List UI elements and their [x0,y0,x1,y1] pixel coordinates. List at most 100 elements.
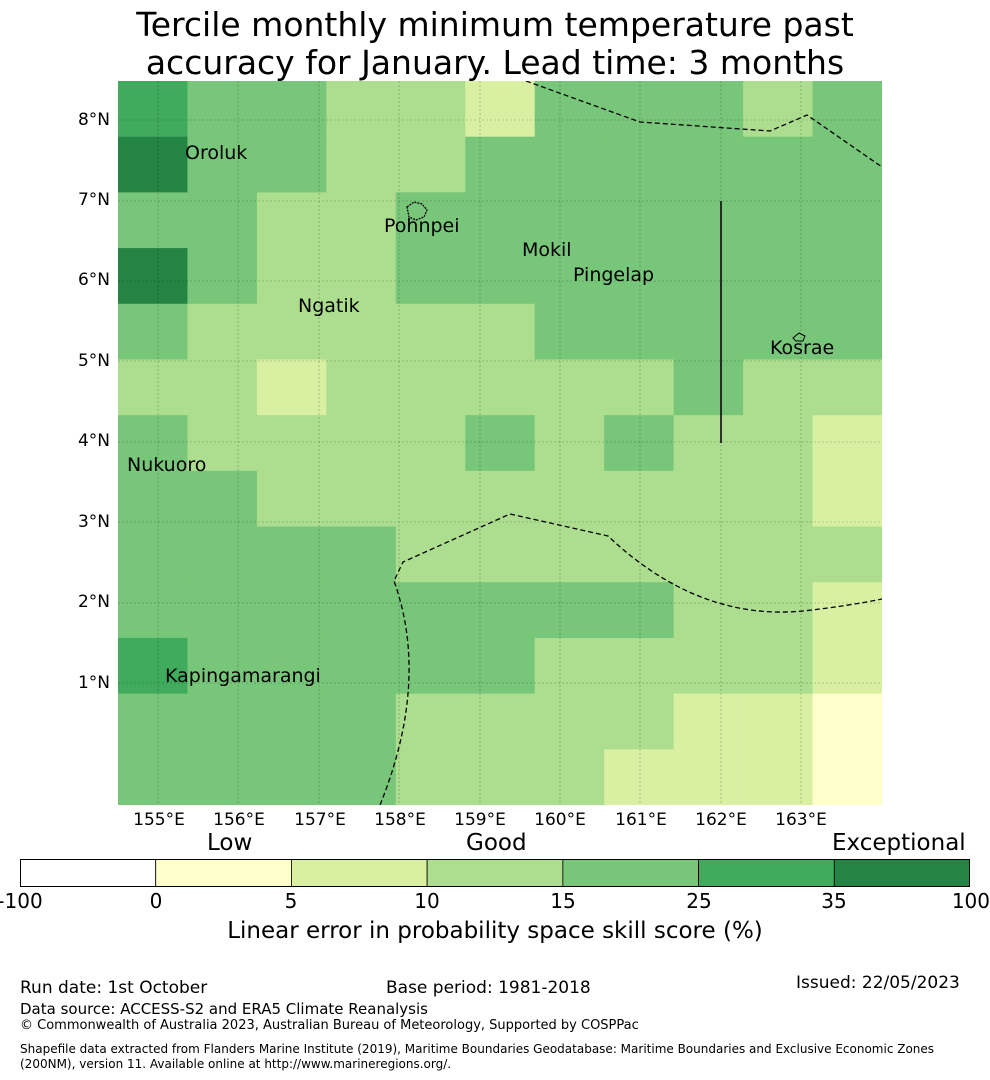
base-period: Base period: 1981-2018 [386,978,591,998]
grid-cell [256,248,327,305]
grid-cell [534,470,605,528]
lon-label: 163°E [775,810,827,830]
grid-cell [395,637,466,695]
grid-cell [256,693,327,750]
lon-label: 155°E [133,810,185,830]
grid-cell [743,470,814,528]
grid-cell [534,192,605,249]
grid-cell [326,415,397,472]
copyright: © Commonwealth of Australia 2023, Austra… [20,1018,639,1033]
pohnpei-island-outline [406,201,428,221]
grid-cell [395,749,466,805]
grid-cell [326,582,397,639]
grid-cell [743,248,814,305]
grid-cell [465,136,536,193]
grid-cell [256,637,327,695]
grid-cell [604,136,675,193]
grid-cell [673,582,744,639]
grid-cell [673,470,744,528]
grid-cell [604,582,675,639]
place-label-kosrae: Kosrae [770,337,835,359]
data-source: Data source: ACCESS-S2 and ERA5 Climate … [20,1000,428,1018]
grid-cell [465,470,536,528]
grid-cell [187,248,258,305]
grid-cell [187,470,258,528]
grid-cell [395,81,466,138]
grid-cell [256,192,327,249]
grid-cell [256,582,327,639]
grid-cell [395,192,466,249]
lat-label: 5°N [77,351,110,371]
grid-cell [187,415,258,472]
grid-cell [187,192,258,249]
grid-cell [326,470,397,528]
colorbar-segment [698,859,835,887]
grid-cell [812,248,882,305]
grid-cell [395,359,466,416]
grid-cell [604,470,675,528]
grid-cell [673,359,744,416]
grid-cell [256,136,327,193]
grid-cell [465,693,536,750]
grid-cell [326,81,397,138]
colorbar-segment [155,859,292,887]
grid-cell [326,749,397,805]
lat-label: 3°N [77,512,110,532]
colorbar-segment [291,859,428,887]
grid-cell [604,415,675,472]
shapefile-credit-line-2: (200NM), version 11. Available online at… [20,1057,452,1071]
lat-label: 8°N [77,110,110,130]
grid-cell [743,81,814,138]
grid-cell [256,81,327,138]
grid-cell [187,136,258,193]
grid-cell [395,303,466,361]
lon-label: 162°E [695,810,747,830]
grid-cell [256,526,327,583]
lat-label: 6°N [77,270,110,290]
grid-cell [118,303,189,361]
grid-cell [743,415,814,472]
eez-boundary-south [379,513,882,805]
grid-cell [118,192,189,249]
grid-cell [812,359,882,416]
grid-cell [187,582,258,639]
colorbar-segment [426,859,564,887]
grid-cell [118,136,189,193]
grid-cell [465,582,536,639]
lon-label: 160°E [534,810,586,830]
grid-cell [604,248,675,305]
grid-cell [118,749,189,805]
colorbar-tick: 35 [821,889,847,913]
grid-cell [812,526,882,583]
grid-cell [673,303,744,361]
grid-cell [743,749,814,805]
map-canvas [118,81,882,805]
grid-cell [743,303,814,361]
grid-cell [326,526,397,583]
place-label-pohnpei: Pohnpei [384,215,460,237]
colorbar-tick: 15 [550,889,576,913]
grid-cell [118,693,189,750]
grid-cell [673,749,744,805]
grid-cell [187,81,258,138]
grid-cell [604,303,675,361]
grid-cell [465,637,536,695]
colorbar-segments [20,859,970,887]
grid-cell [187,637,258,695]
colorbar-segment [833,859,970,887]
grid-cell [812,136,882,193]
grid-cell [256,749,327,805]
grid-cell [326,693,397,750]
grid-cell [326,637,397,695]
grid-cell [743,693,814,750]
lon-label: 157°E [294,810,346,830]
grid-cell [604,749,675,805]
run-date: Run date: 1st October [20,978,208,998]
grid-cell [187,303,258,361]
colorbar-tick: 25 [686,889,712,913]
grid-cell [118,637,189,695]
grid-cell [673,693,744,750]
grid-cell [534,526,605,583]
eez-boundary [379,81,882,805]
grid-cell [118,470,189,528]
